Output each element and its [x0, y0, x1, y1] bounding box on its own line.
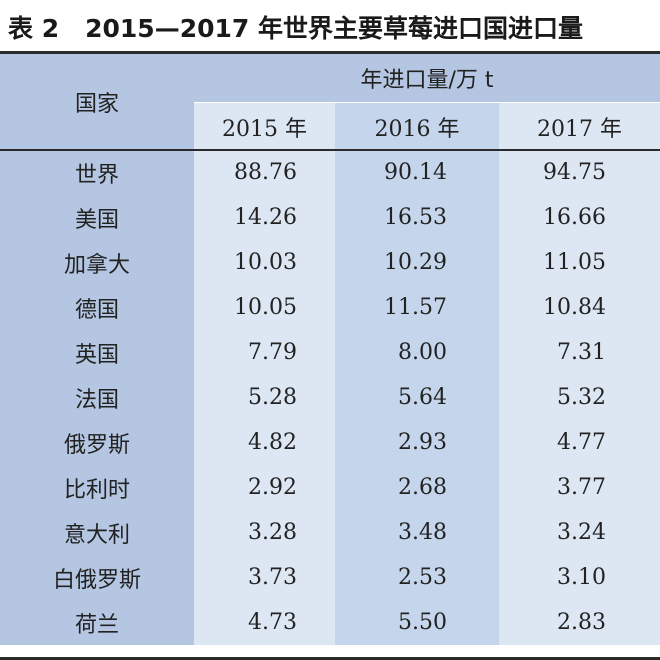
table-row: 美国 14.26 16.53 16.66	[0, 195, 660, 240]
country-name: 英国	[0, 330, 194, 375]
value-2015: 10.03	[194, 240, 335, 285]
country-name: 俄罗斯	[0, 420, 194, 465]
value-2016: 2.53	[335, 555, 499, 600]
year-header-2017: 2017 年	[499, 102, 660, 150]
import-volume-group-header: 年进口量/万 t	[194, 54, 660, 103]
value-2016: 5.64	[335, 375, 499, 420]
bottom-rule	[0, 657, 660, 660]
country-name: 法国	[0, 375, 194, 420]
value-2015: 3.28	[194, 510, 335, 555]
value-2017: 5.32	[499, 375, 660, 420]
table-row: 英国 7.79 8.00 7.31	[0, 330, 660, 375]
value-2016: 90.14	[335, 150, 499, 195]
value-2015: 3.73	[194, 555, 335, 600]
import-volume-table: 国家 年进口量/万 t 2015 年 2016 年 2017 年 世界 88.76…	[0, 54, 660, 645]
year-header-2015: 2015 年	[194, 102, 335, 150]
value-2015: 2.92	[194, 465, 335, 510]
year-header-2016: 2016 年	[335, 102, 499, 150]
table-row: 荷兰 4.73 5.50 2.83	[0, 600, 660, 645]
table-row: 白俄罗斯 3.73 2.53 3.10	[0, 555, 660, 600]
value-2016: 16.53	[335, 195, 499, 240]
table-row: 比利时 2.92 2.68 3.77	[0, 465, 660, 510]
country-name: 德国	[0, 285, 194, 330]
table-row: 俄罗斯 4.82 2.93 4.77	[0, 420, 660, 465]
value-2017: 7.31	[499, 330, 660, 375]
value-2016: 3.48	[335, 510, 499, 555]
country-name: 世界	[0, 150, 194, 195]
table-row: 法国 5.28 5.64 5.32	[0, 375, 660, 420]
value-2017: 3.24	[499, 510, 660, 555]
header-rule	[0, 149, 660, 151]
country-name: 加拿大	[0, 240, 194, 285]
value-2016: 11.57	[335, 285, 499, 330]
country-name: 美国	[0, 195, 194, 240]
value-2017: 2.83	[499, 600, 660, 645]
value-2017: 3.77	[499, 465, 660, 510]
country-name: 比利时	[0, 465, 194, 510]
value-2015: 7.79	[194, 330, 335, 375]
value-2015: 10.05	[194, 285, 335, 330]
table-row: 世界 88.76 90.14 94.75	[0, 150, 660, 195]
table-row: 加拿大 10.03 10.29 11.05	[0, 240, 660, 285]
table-body: 世界 88.76 90.14 94.75 美国 14.26 16.53 16.66 加拿大 10.…	[0, 150, 660, 645]
value-2017: 10.84	[499, 285, 660, 330]
country-name: 荷兰	[0, 600, 194, 645]
value-2017: 4.77	[499, 420, 660, 465]
value-2016: 5.50	[335, 600, 499, 645]
value-2015: 4.82	[194, 420, 335, 465]
value-2017: 16.66	[499, 195, 660, 240]
value-2015: 88.76	[194, 150, 335, 195]
value-2017: 11.05	[499, 240, 660, 285]
table-row: 意大利 3.28 3.48 3.24	[0, 510, 660, 555]
table-caption: 表 2 2015—2017 年世界主要草莓进口国进口量	[8, 10, 658, 48]
top-rule	[0, 51, 660, 54]
value-2017: 94.75	[499, 150, 660, 195]
value-2015: 14.26	[194, 195, 335, 240]
value-2016: 2.68	[335, 465, 499, 510]
value-2017: 3.10	[499, 555, 660, 600]
value-2016: 8.00	[335, 330, 499, 375]
value-2015: 4.73	[194, 600, 335, 645]
value-2016: 2.93	[335, 420, 499, 465]
table-label: 表 2	[8, 14, 60, 43]
value-2015: 5.28	[194, 375, 335, 420]
table-title: 2015—2017 年世界主要草莓进口国进口量	[85, 14, 583, 43]
country-name: 白俄罗斯	[0, 555, 194, 600]
value-2016: 10.29	[335, 240, 499, 285]
country-column-header: 国家	[0, 54, 194, 150]
table-row: 德国 10.05 11.57 10.84	[0, 285, 660, 330]
country-name: 意大利	[0, 510, 194, 555]
